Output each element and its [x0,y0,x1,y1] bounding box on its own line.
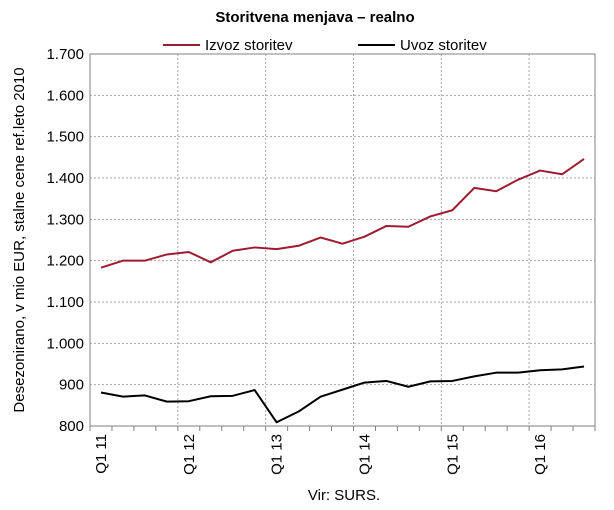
legend-label-1: Uvoz storitev [400,37,487,54]
y-tick-label: 1.600 [46,87,84,104]
plot-frame [89,53,596,427]
series-line-1 [100,365,585,424]
gridlines [90,54,595,426]
y-tick-label: 1.000 [46,335,84,352]
x-tick-label: Q1 12 [181,434,198,475]
x-axis-ticks: Q1 11 Q1 12 Q1 13 Q1 14 Q1 15 Q1 16 [89,426,596,475]
y-tick-label: 1.400 [46,170,84,187]
series-lines [100,158,585,424]
x-tick-label: Q1 13 [269,434,286,475]
y-tick-label: 900 [59,377,84,394]
y-tick-label: 1.500 [46,129,84,146]
x-tick-label: Q1 14 [356,434,373,475]
series-line-0 [100,158,585,269]
legend: Izvoz storitev Uvoz storitev [163,37,487,54]
chart-title: Storitvena menjava – realno [215,9,414,26]
y-tick-label: 1.100 [46,294,84,311]
y-axis-ticks: 800 900 1.000 1.100 1.200 1.300 1.400 1.500 1.60… [46,46,84,435]
x-tick-label: Q1 11 [93,434,110,474]
y-tick-label: 800 [59,418,84,435]
y-axis-label: Desezonirano, v mio EUR, stalne cene ref… [11,67,28,412]
x-tick-label: Q1 16 [532,434,549,475]
y-tick-label: 1.200 [46,253,84,270]
source-note: Vir: SURS. [308,487,380,504]
legend-label-0: Izvoz storitev [205,37,293,54]
y-tick-label: 1.300 [46,211,84,228]
y-tick-label: 1.700 [46,46,84,63]
x-tick-label: Q1 15 [444,434,461,475]
